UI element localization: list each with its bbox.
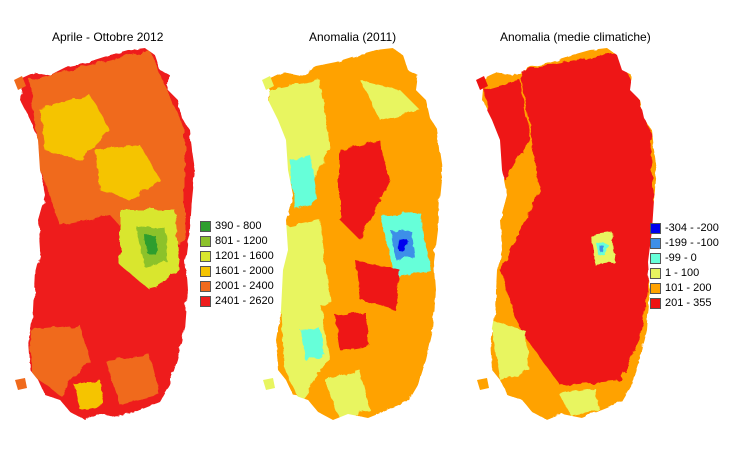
map-anomaly-climate [482, 48, 657, 420]
legend-swatch [200, 266, 211, 277]
legend-swatch [200, 296, 211, 307]
legend-swatch [650, 238, 661, 249]
legend-entry: 801 - 1200 [200, 234, 274, 249]
legend-entry: -199 - -100 [650, 236, 719, 251]
legend-swatch [650, 253, 661, 264]
legend-swatch [200, 251, 211, 262]
legend-label: 1601 - 2000 [215, 265, 274, 277]
legend-entry: 2401 - 2620 [200, 294, 274, 309]
legend-swatch [200, 281, 211, 292]
island-asinara-3 [476, 76, 488, 90]
island-sant-antioco-1 [15, 378, 27, 390]
map-title-anomaly-climate: Anomalia (medie climatiche) [500, 30, 651, 44]
legend-swatch [650, 283, 661, 294]
legend-label: 2001 - 2400 [215, 280, 274, 292]
legend-entry: 1 - 100 [650, 266, 719, 281]
legend-entry: 390 - 800 [200, 219, 274, 234]
legend-entry: 101 - 200 [650, 281, 719, 296]
legend-label: 101 - 200 [665, 282, 712, 294]
legend-swatch [650, 298, 661, 309]
legend-swatch [200, 236, 211, 247]
map-season-2012 [20, 48, 195, 420]
legend-label: 1201 - 1600 [215, 250, 274, 262]
legend-label: -99 - 0 [665, 252, 697, 264]
island-sant-antioco-2 [263, 378, 275, 390]
legend-entry: 201 - 355 [650, 296, 719, 311]
island-asinara-2 [262, 76, 274, 90]
legend-label: -304 - -200 [665, 222, 719, 234]
legend-label: 390 - 800 [215, 220, 262, 232]
island-asinara-1 [14, 76, 26, 90]
legend-entry: 2001 - 2400 [200, 279, 274, 294]
legend-label: 1 - 100 [665, 267, 700, 279]
legend-entry: -304 - -200 [650, 221, 719, 236]
legend-swatch [650, 223, 661, 234]
map-title-season-2012: Aprile - Ottobre 2012 [52, 30, 164, 44]
legend-season-2012: 390 - 800 801 - 1200 1201 - 1600 1601 - 200… [200, 219, 274, 309]
legend-label: 201 - 355 [665, 297, 712, 309]
map-anomaly-2011 [268, 48, 443, 420]
legend-swatch [650, 268, 661, 279]
legend-entry: -99 - 0 [650, 251, 719, 266]
legend-label: 801 - 1200 [215, 235, 268, 247]
legend-entry: 1601 - 2000 [200, 264, 274, 279]
legend-label: 2401 - 2620 [215, 295, 274, 307]
map-title-anomaly-2011: Anomalia (2011) [309, 30, 397, 44]
legend-swatch [200, 221, 211, 232]
legend-label: -199 - -100 [665, 237, 719, 249]
legend-anomaly-climate: -304 - -200 -199 - -100 -99 - 0 1 - 100 101 … [650, 221, 719, 311]
legend-entry: 1201 - 1600 [200, 249, 274, 264]
island-sant-antioco-3 [477, 378, 489, 390]
